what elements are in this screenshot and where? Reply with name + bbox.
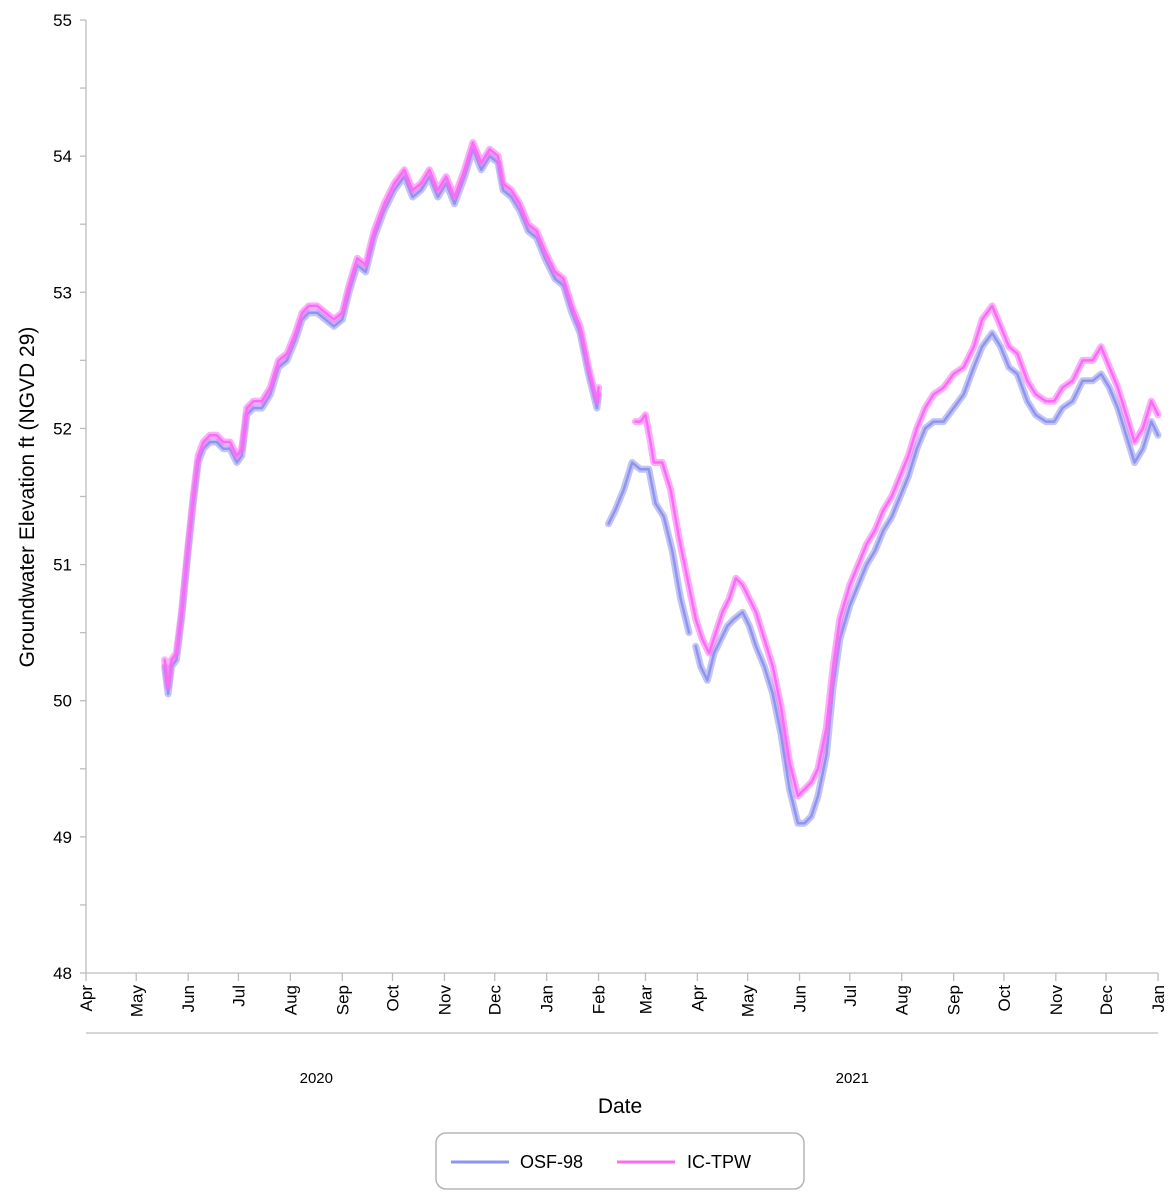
x-tick-label: Oct xyxy=(384,985,403,1012)
y-tick-label: 52 xyxy=(53,419,72,438)
y-tick-label: 53 xyxy=(53,283,72,302)
year-label: 2020 xyxy=(300,1070,333,1087)
x-tick-label: Jan xyxy=(538,985,557,1012)
x-tick-label: Aug xyxy=(281,985,300,1015)
x-tick-label: Dec xyxy=(486,985,505,1016)
x-tick-label: Jul xyxy=(841,985,860,1007)
series-osf-98 xyxy=(161,145,1162,827)
x-tick-label: Feb xyxy=(590,985,609,1014)
series-ic-tpw xyxy=(161,139,1162,800)
x-tick-label: Apr xyxy=(688,985,707,1012)
x-tick-label: Jan xyxy=(1149,985,1168,1012)
series-band-osf-98-1 xyxy=(605,459,693,637)
x-tick-label: Sep xyxy=(945,985,964,1015)
x-tick-label: Jul xyxy=(229,985,248,1007)
x-tick-label: Aug xyxy=(893,985,912,1015)
x-tick-label: Sep xyxy=(333,985,352,1015)
y-tick-label: 51 xyxy=(53,556,72,575)
legend-label-osf-98: OSF-98 xyxy=(520,1152,583,1172)
x-axis: Apr May Jun Jul Aug Sep Oct Nov Dec Jan Feb Mar Apr M… xyxy=(77,972,1168,1087)
x-tick-label: Jun xyxy=(179,985,198,1012)
series-line-ic-tpw-1 xyxy=(634,304,1160,798)
x-tick-label: Nov xyxy=(1047,985,1066,1016)
x-tick-label: May xyxy=(127,985,146,1018)
x-tick-label: Jun xyxy=(791,985,810,1012)
y-tick-label: 55 xyxy=(53,11,72,30)
x-tick-label: May xyxy=(739,985,758,1018)
y-tick-label: 49 xyxy=(53,828,72,847)
x-tick-label: Oct xyxy=(995,985,1014,1012)
series-line-ic-tpw-0 xyxy=(163,141,600,689)
y-tick-label: 48 xyxy=(53,964,72,983)
year-label: 2021 xyxy=(836,1070,869,1087)
x-tick-label: Dec xyxy=(1097,985,1116,1016)
y-axis: 48 49 50 51 52 53 54 55 xyxy=(53,11,87,983)
y-axis-title: Groundwater Elevation ft (NGVD 29) xyxy=(16,327,39,668)
series-line-osf-98-1 xyxy=(607,461,691,634)
x-axis-title: Date xyxy=(598,1095,642,1118)
legend: OSF-98 IC-TPW xyxy=(435,1132,805,1190)
plot-series xyxy=(161,139,1162,827)
legend-label-ic-tpw: IC-TPW xyxy=(687,1152,751,1172)
series-line-osf-98-2 xyxy=(694,331,1160,825)
y-tick-label: 50 xyxy=(53,692,72,711)
x-tick-label: Mar xyxy=(636,985,655,1015)
y-tick-label: 54 xyxy=(53,147,72,166)
x-tick-label: Nov xyxy=(435,985,454,1016)
x-tick-label: Apr xyxy=(77,985,96,1012)
